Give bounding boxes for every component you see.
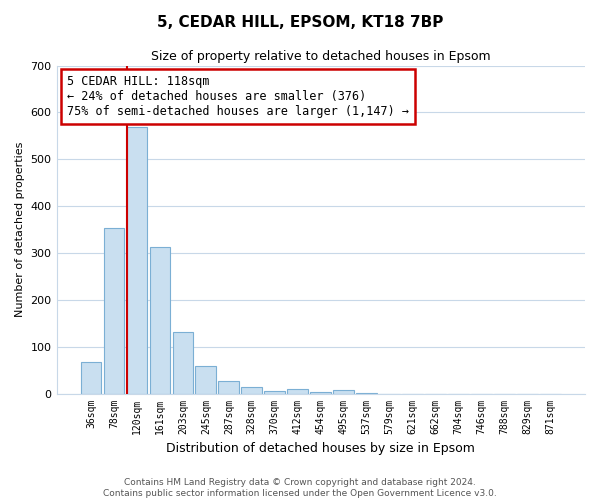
- Bar: [149, 248, 170, 394]
- Bar: [265, 391, 285, 394]
- Text: 5 CEDAR HILL: 118sqm
← 24% of detached houses are smaller (376)
75% of semi-deta: 5 CEDAR HILL: 118sqm ← 24% of detached h…: [67, 76, 409, 118]
- Bar: [310, 392, 331, 394]
- Bar: [80, 362, 101, 394]
- Bar: [218, 381, 239, 394]
- Bar: [356, 392, 377, 394]
- Bar: [173, 332, 193, 394]
- Title: Size of property relative to detached houses in Epsom: Size of property relative to detached ho…: [151, 50, 491, 63]
- X-axis label: Distribution of detached houses by size in Epsom: Distribution of detached houses by size …: [166, 442, 475, 455]
- Bar: [196, 366, 216, 394]
- Bar: [104, 228, 124, 394]
- Bar: [241, 387, 262, 394]
- Bar: [127, 128, 147, 394]
- Bar: [334, 390, 354, 394]
- Y-axis label: Number of detached properties: Number of detached properties: [15, 142, 25, 317]
- Bar: [287, 389, 308, 394]
- Text: 5, CEDAR HILL, EPSOM, KT18 7BP: 5, CEDAR HILL, EPSOM, KT18 7BP: [157, 15, 443, 30]
- Text: Contains HM Land Registry data © Crown copyright and database right 2024.
Contai: Contains HM Land Registry data © Crown c…: [103, 478, 497, 498]
